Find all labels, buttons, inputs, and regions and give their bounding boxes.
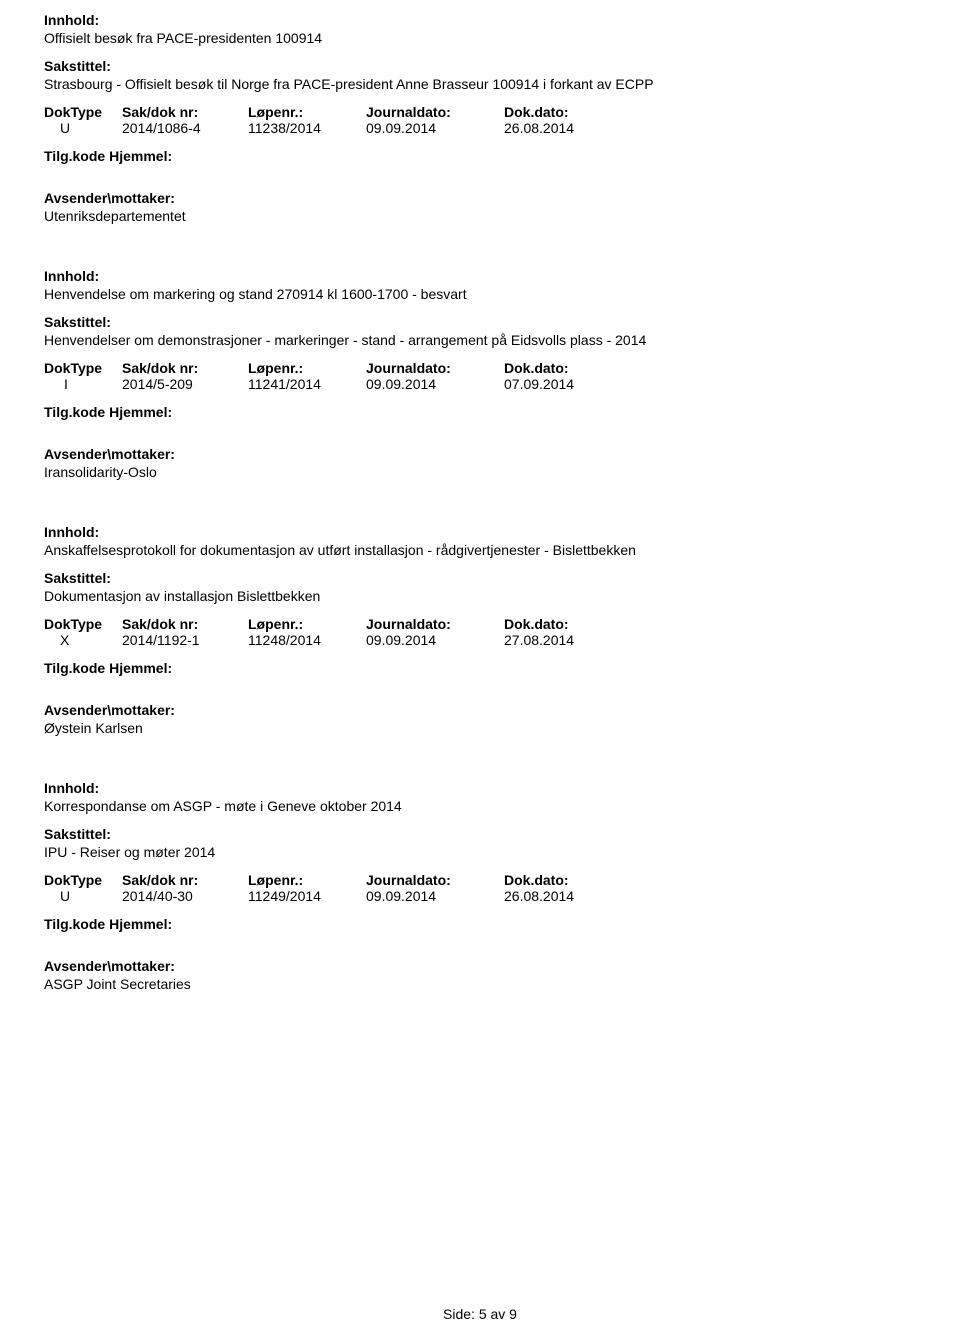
dokdato-value: 26.08.2014	[504, 120, 624, 136]
dokdato-value: 26.08.2014	[504, 888, 624, 904]
doktype-value: X	[44, 632, 122, 648]
lopenr-header: Løpenr.:	[248, 616, 366, 632]
dokdato-value: 07.09.2014	[504, 376, 624, 392]
lopenr-value: 11241/2014	[248, 376, 366, 392]
sakstittel-label: Sakstittel:	[44, 570, 916, 586]
sakstittel-label: Sakstittel:	[44, 826, 916, 842]
sakstittel-value: Strasbourg - Offisielt besøk til Norge f…	[44, 76, 916, 92]
journaldato-header: Journaldato:	[366, 616, 504, 632]
journaldato-header: Journaldato:	[366, 104, 504, 120]
doktype-header: DokType	[44, 616, 122, 632]
sakdok-header: Sak/dok nr:	[122, 872, 248, 888]
lopenr-value: 11249/2014	[248, 888, 366, 904]
innhold-value: Anskaffelsesprotokoll for dokumentasjon …	[44, 542, 916, 558]
journaldato-header: Journaldato:	[366, 872, 504, 888]
innhold-value: Offisielt besøk fra PACE-presidenten 100…	[44, 30, 916, 46]
columns-header: DokType Sak/dok nr: Løpenr.: Journaldato…	[44, 104, 916, 120]
tilgkode-label: Tilg.kode Hjemmel:	[44, 148, 916, 164]
doktype-header: DokType	[44, 104, 122, 120]
dokdato-header: Dok.dato:	[504, 104, 624, 120]
innhold-label: Innhold:	[44, 12, 916, 28]
innhold-label: Innhold:	[44, 524, 916, 540]
doktype-header: DokType	[44, 872, 122, 888]
columns-row: U 2014/1086-4 11238/2014 09.09.2014 26.0…	[44, 120, 916, 136]
sakdok-header: Sak/dok nr:	[122, 104, 248, 120]
journaldato-value: 09.09.2014	[366, 120, 504, 136]
avsender-value: ASGP Joint Secretaries	[44, 976, 916, 992]
sakstittel-value: Dokumentasjon av installasjon Bislettbek…	[44, 588, 916, 604]
avsender-label: Avsender\mottaker:	[44, 446, 916, 462]
doktype-value: U	[44, 888, 122, 904]
doktype-value: U	[44, 120, 122, 136]
sakstittel-value: IPU - Reiser og møter 2014	[44, 844, 916, 860]
avsender-value: Utenriksdepartementet	[44, 208, 916, 224]
journaldato-header: Journaldato:	[366, 360, 504, 376]
columns-row: U 2014/40-30 11249/2014 09.09.2014 26.08…	[44, 888, 916, 904]
record: Innhold: Anskaffelsesprotokoll for dokum…	[44, 524, 916, 736]
innhold-label: Innhold:	[44, 780, 916, 796]
columns-row: X 2014/1192-1 11248/2014 09.09.2014 27.0…	[44, 632, 916, 648]
sakstittel-label: Sakstittel:	[44, 314, 916, 330]
columns-header: DokType Sak/dok nr: Løpenr.: Journaldato…	[44, 360, 916, 376]
sakstittel-value: Henvendelser om demonstrasjoner - marker…	[44, 332, 916, 348]
page-footer: Side: 5 av 9	[0, 1306, 960, 1322]
tilgkode-label: Tilg.kode Hjemmel:	[44, 916, 916, 932]
doktype-header: DokType	[44, 360, 122, 376]
sakdok-header: Sak/dok nr:	[122, 616, 248, 632]
columns-header: DokType Sak/dok nr: Løpenr.: Journaldato…	[44, 616, 916, 632]
dokdato-header: Dok.dato:	[504, 360, 624, 376]
columns-header: DokType Sak/dok nr: Løpenr.: Journaldato…	[44, 872, 916, 888]
dokdato-header: Dok.dato:	[504, 616, 624, 632]
avsender-value: Øystein Karlsen	[44, 720, 916, 736]
sakstittel-label: Sakstittel:	[44, 58, 916, 74]
dokdato-header: Dok.dato:	[504, 872, 624, 888]
tilgkode-label: Tilg.kode Hjemmel:	[44, 660, 916, 676]
sakdok-value: 2014/1086-4	[122, 120, 248, 136]
sakdok-header: Sak/dok nr:	[122, 360, 248, 376]
columns-row: I 2014/5-209 11241/2014 09.09.2014 07.09…	[44, 376, 916, 392]
lopenr-header: Løpenr.:	[248, 360, 366, 376]
lopenr-value: 11238/2014	[248, 120, 366, 136]
avsender-label: Avsender\mottaker:	[44, 702, 916, 718]
lopenr-header: Løpenr.:	[248, 872, 366, 888]
record: Innhold: Henvendelse om markering og sta…	[44, 268, 916, 480]
innhold-value: Henvendelse om markering og stand 270914…	[44, 286, 916, 302]
record: Innhold: Korrespondanse om ASGP - møte i…	[44, 780, 916, 992]
sakdok-value: 2014/5-209	[122, 376, 248, 392]
sakdok-value: 2014/1192-1	[122, 632, 248, 648]
doktype-value: I	[44, 376, 122, 392]
record: Innhold: Offisielt besøk fra PACE-presid…	[44, 12, 916, 224]
journaldato-value: 09.09.2014	[366, 376, 504, 392]
innhold-label: Innhold:	[44, 268, 916, 284]
dokdato-value: 27.08.2014	[504, 632, 624, 648]
sakdok-value: 2014/40-30	[122, 888, 248, 904]
avsender-label: Avsender\mottaker:	[44, 190, 916, 206]
avsender-value: Iransolidarity-Oslo	[44, 464, 916, 480]
journaldato-value: 09.09.2014	[366, 632, 504, 648]
lopenr-header: Løpenr.:	[248, 104, 366, 120]
avsender-label: Avsender\mottaker:	[44, 958, 916, 974]
innhold-value: Korrespondanse om ASGP - møte i Geneve o…	[44, 798, 916, 814]
journaldato-value: 09.09.2014	[366, 888, 504, 904]
lopenr-value: 11248/2014	[248, 632, 366, 648]
tilgkode-label: Tilg.kode Hjemmel:	[44, 404, 916, 420]
